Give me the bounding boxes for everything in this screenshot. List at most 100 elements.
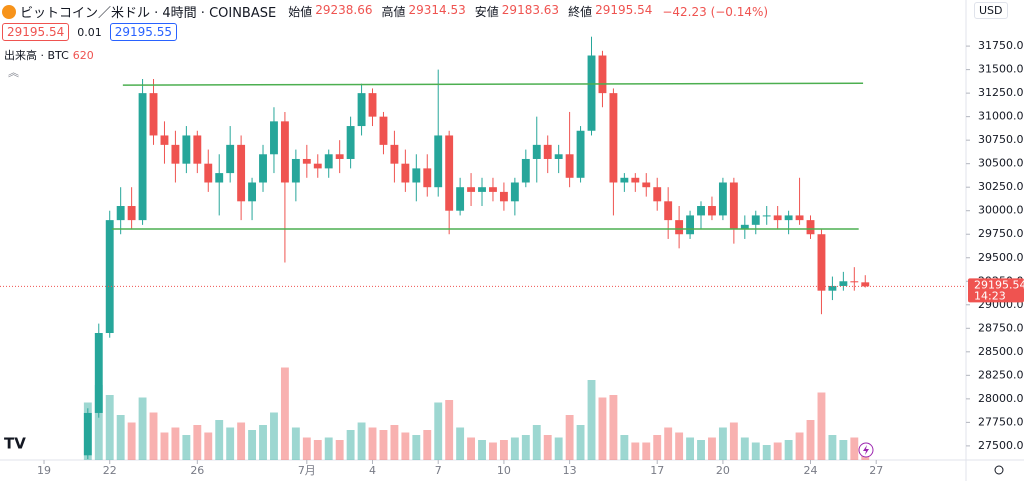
volume-bar	[215, 420, 224, 460]
volume-bar	[795, 432, 804, 460]
volume-bar	[609, 395, 618, 460]
volume-bar	[116, 415, 125, 460]
candle-body	[346, 126, 355, 159]
candle-body	[795, 215, 804, 221]
countdown: 14:23	[974, 289, 1006, 302]
volume-bar	[259, 425, 267, 460]
candle-body	[368, 93, 377, 117]
candle-body	[116, 206, 125, 221]
volume-bar	[708, 437, 716, 460]
candle-body	[499, 191, 508, 202]
candle-body	[718, 182, 727, 216]
candle-body	[740, 224, 749, 230]
candle-body	[105, 220, 114, 334]
y-tick-label: 29750.00	[978, 227, 1024, 240]
volume-bar	[642, 442, 651, 460]
candle-body	[171, 144, 180, 164]
symbol-title: ビットコイン／米ドル · 4時間 · COINBASE	[20, 6, 277, 21]
volume-bar	[456, 427, 465, 460]
y-tick-label: 31000.00	[978, 110, 1024, 123]
candle-body	[215, 173, 224, 183]
candle-body	[291, 158, 300, 183]
ohlc: 始値 29238.66 高値 29314.53 安値 29183.63 終値 29195.54	[288, 3, 658, 20]
volume-bar	[806, 420, 815, 460]
y-tick-label: 30250.00	[978, 180, 1024, 193]
candle-body	[193, 135, 202, 164]
volume-bar	[740, 437, 749, 460]
candle-body	[565, 154, 574, 178]
volume-bar	[499, 440, 508, 460]
candle-body	[357, 93, 366, 127]
volume-bar	[280, 367, 289, 460]
candle-body	[149, 93, 158, 136]
candle-body	[489, 187, 497, 192]
collapse-icon[interactable]: ︽	[8, 66, 19, 79]
volume-bar	[675, 432, 684, 460]
candle-body	[379, 116, 388, 145]
candle-body	[313, 163, 322, 169]
ohlc-value: 29183.63	[501, 3, 560, 17]
volume-bar	[489, 442, 497, 460]
y-tick-label: 27500.00	[978, 439, 1024, 452]
candle-body	[839, 281, 848, 286]
candle-body	[828, 285, 837, 291]
logo: TV	[4, 435, 26, 453]
candle-body	[390, 144, 399, 164]
candle-body	[773, 215, 782, 221]
volume-bar	[543, 435, 552, 460]
ohlc-value: 29195.54	[595, 3, 653, 17]
volume-bar	[554, 437, 563, 460]
candle-body	[543, 144, 552, 159]
y-tick-label: 28750.00	[978, 321, 1024, 334]
candle-body	[861, 282, 870, 287]
ohlc-value: 29314.53	[408, 3, 466, 17]
volume-bar	[423, 430, 432, 460]
candle-body	[478, 187, 486, 192]
volume-bar	[204, 432, 213, 460]
candles	[83, 36, 870, 460]
buy-button[interactable]: 29195.55	[109, 23, 178, 41]
last-price-label: 29195.54	[974, 278, 1024, 291]
volume-bar	[510, 437, 519, 460]
candle-body	[335, 154, 344, 159]
candle-body	[423, 168, 432, 188]
volume-bar	[313, 440, 322, 460]
candle-body	[598, 55, 607, 94]
candle-body	[270, 121, 278, 155]
candle-body	[642, 182, 651, 188]
candle-body	[817, 234, 826, 291]
candle-body	[664, 201, 673, 221]
volume-bar	[94, 385, 103, 460]
volume-bar	[302, 437, 311, 460]
x-tick-label: 4	[369, 464, 376, 477]
volume-bar	[565, 415, 574, 460]
volume-bar	[324, 437, 333, 460]
volume-bar	[631, 442, 640, 460]
ohlc-label: 高値	[381, 5, 406, 19]
volume-bar	[445, 400, 454, 460]
candle-body	[609, 93, 618, 183]
volume-bar	[478, 440, 486, 460]
trade-row: 29195.54 0.01 29195.55	[2, 23, 178, 41]
volume-bar	[664, 427, 673, 460]
volume-bar	[105, 395, 114, 460]
volume-bar	[686, 437, 695, 460]
x-tick-label: 7月	[298, 464, 316, 477]
candle-body	[83, 412, 92, 456]
x-tick-label: 20	[716, 464, 730, 477]
volume-bar	[839, 440, 848, 460]
settings-icon[interactable]	[994, 465, 1004, 475]
currency-button[interactable]: USD	[974, 2, 1008, 19]
candle-body	[467, 187, 476, 192]
volume-bar	[182, 435, 191, 460]
ohlc-label: 終値	[568, 5, 593, 19]
sell-button[interactable]: 29195.54	[2, 23, 70, 41]
volume-label: 出来高 · BTC	[4, 49, 69, 62]
y-tick-label: 28250.00	[978, 368, 1024, 381]
candle-body	[237, 144, 246, 202]
x-tick-label: 22	[103, 464, 117, 477]
change: −42.23 (−0.14%)	[662, 4, 769, 19]
candle-body	[182, 135, 191, 164]
volume-bar	[171, 427, 180, 460]
